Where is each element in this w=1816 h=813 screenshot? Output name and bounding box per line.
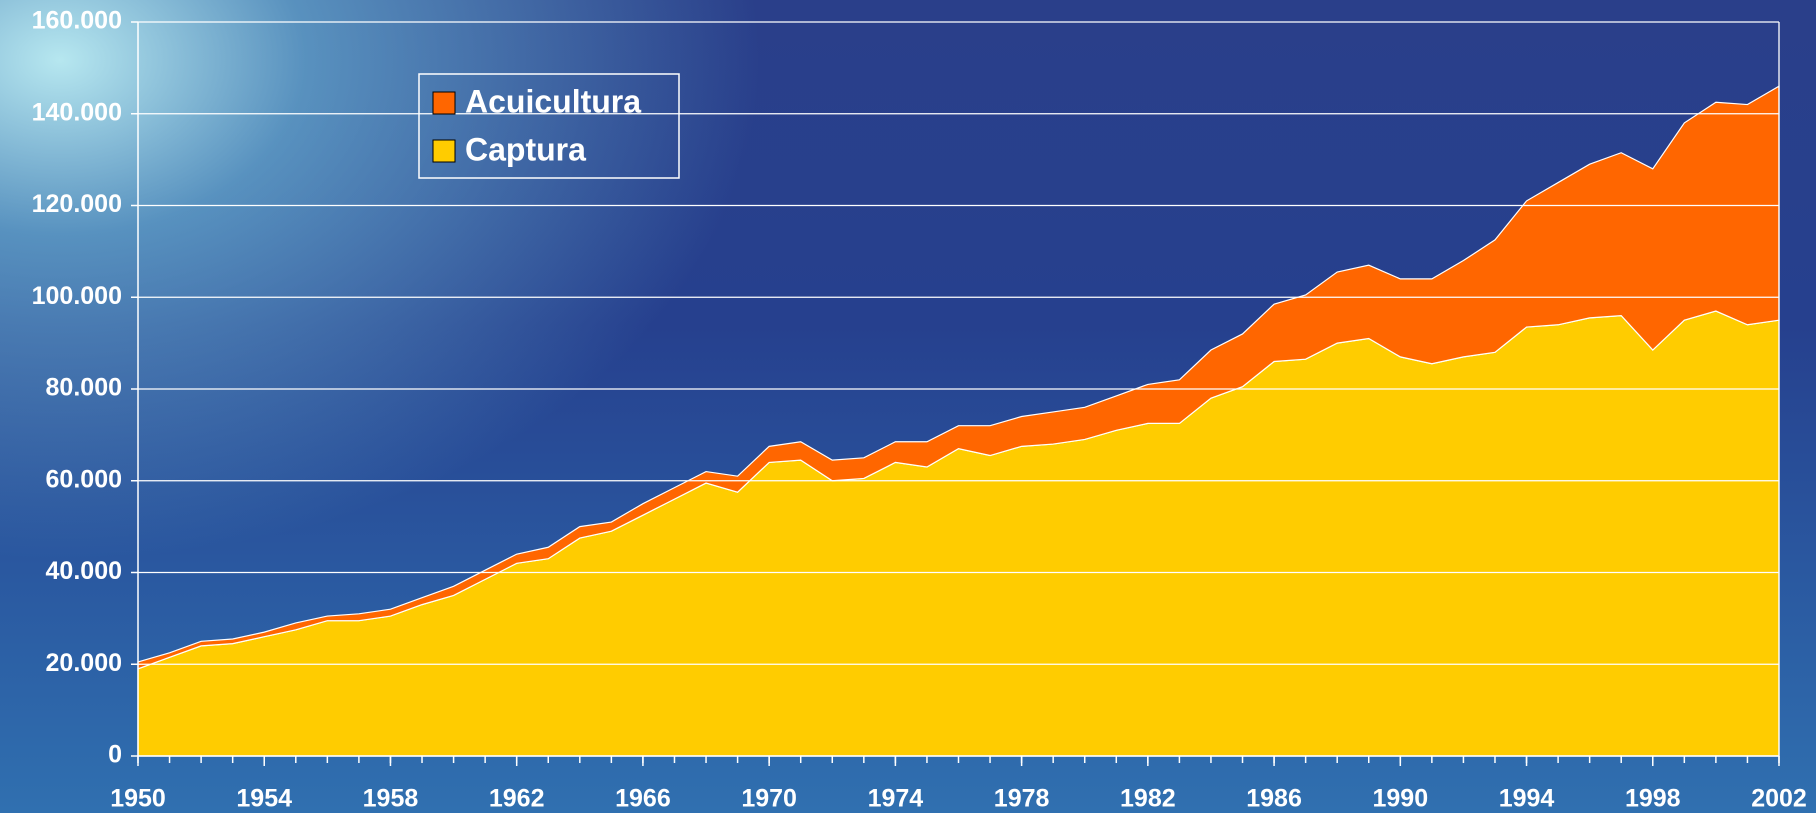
x-tick-label: 1970 [741, 785, 797, 813]
y-tick-label: 100.000 [32, 282, 122, 310]
legend-label: Acuicultura [465, 83, 641, 119]
x-tick-label: 1962 [489, 785, 545, 813]
y-tick-label: 40.000 [46, 557, 122, 585]
legend-swatch [432, 139, 456, 163]
legend-swatch [432, 91, 456, 115]
y-tick-label: 160.000 [32, 7, 122, 35]
y-tick-label: 140.000 [32, 98, 122, 126]
x-tick-label: 1974 [868, 785, 924, 813]
legend-label: Captura [465, 131, 586, 167]
area [137, 310, 1780, 757]
x-tick-label: 1978 [994, 785, 1050, 813]
x-tick-label: 1982 [1120, 785, 1176, 813]
x-tick-label: 1994 [1499, 785, 1555, 813]
x-tick-label: 1966 [615, 785, 671, 813]
y-tick-label: 60.000 [46, 465, 122, 493]
y-tick-label: 80.000 [46, 374, 122, 402]
x-tick-label: 2002 [1751, 785, 1807, 813]
y-tick-label: 120.000 [32, 190, 122, 218]
x-tick-label: 1954 [236, 785, 292, 813]
x-tick-label: 1986 [1246, 785, 1302, 813]
x-tick-label: 1958 [363, 785, 419, 813]
y-tick-label: 20.000 [46, 649, 122, 677]
y-tick-label: 0 [108, 741, 122, 769]
x-tick-label: 1998 [1625, 785, 1681, 813]
x-tick-label: 1990 [1372, 785, 1428, 813]
x-tick-label: 1950 [110, 785, 166, 813]
legend-box [418, 73, 680, 179]
